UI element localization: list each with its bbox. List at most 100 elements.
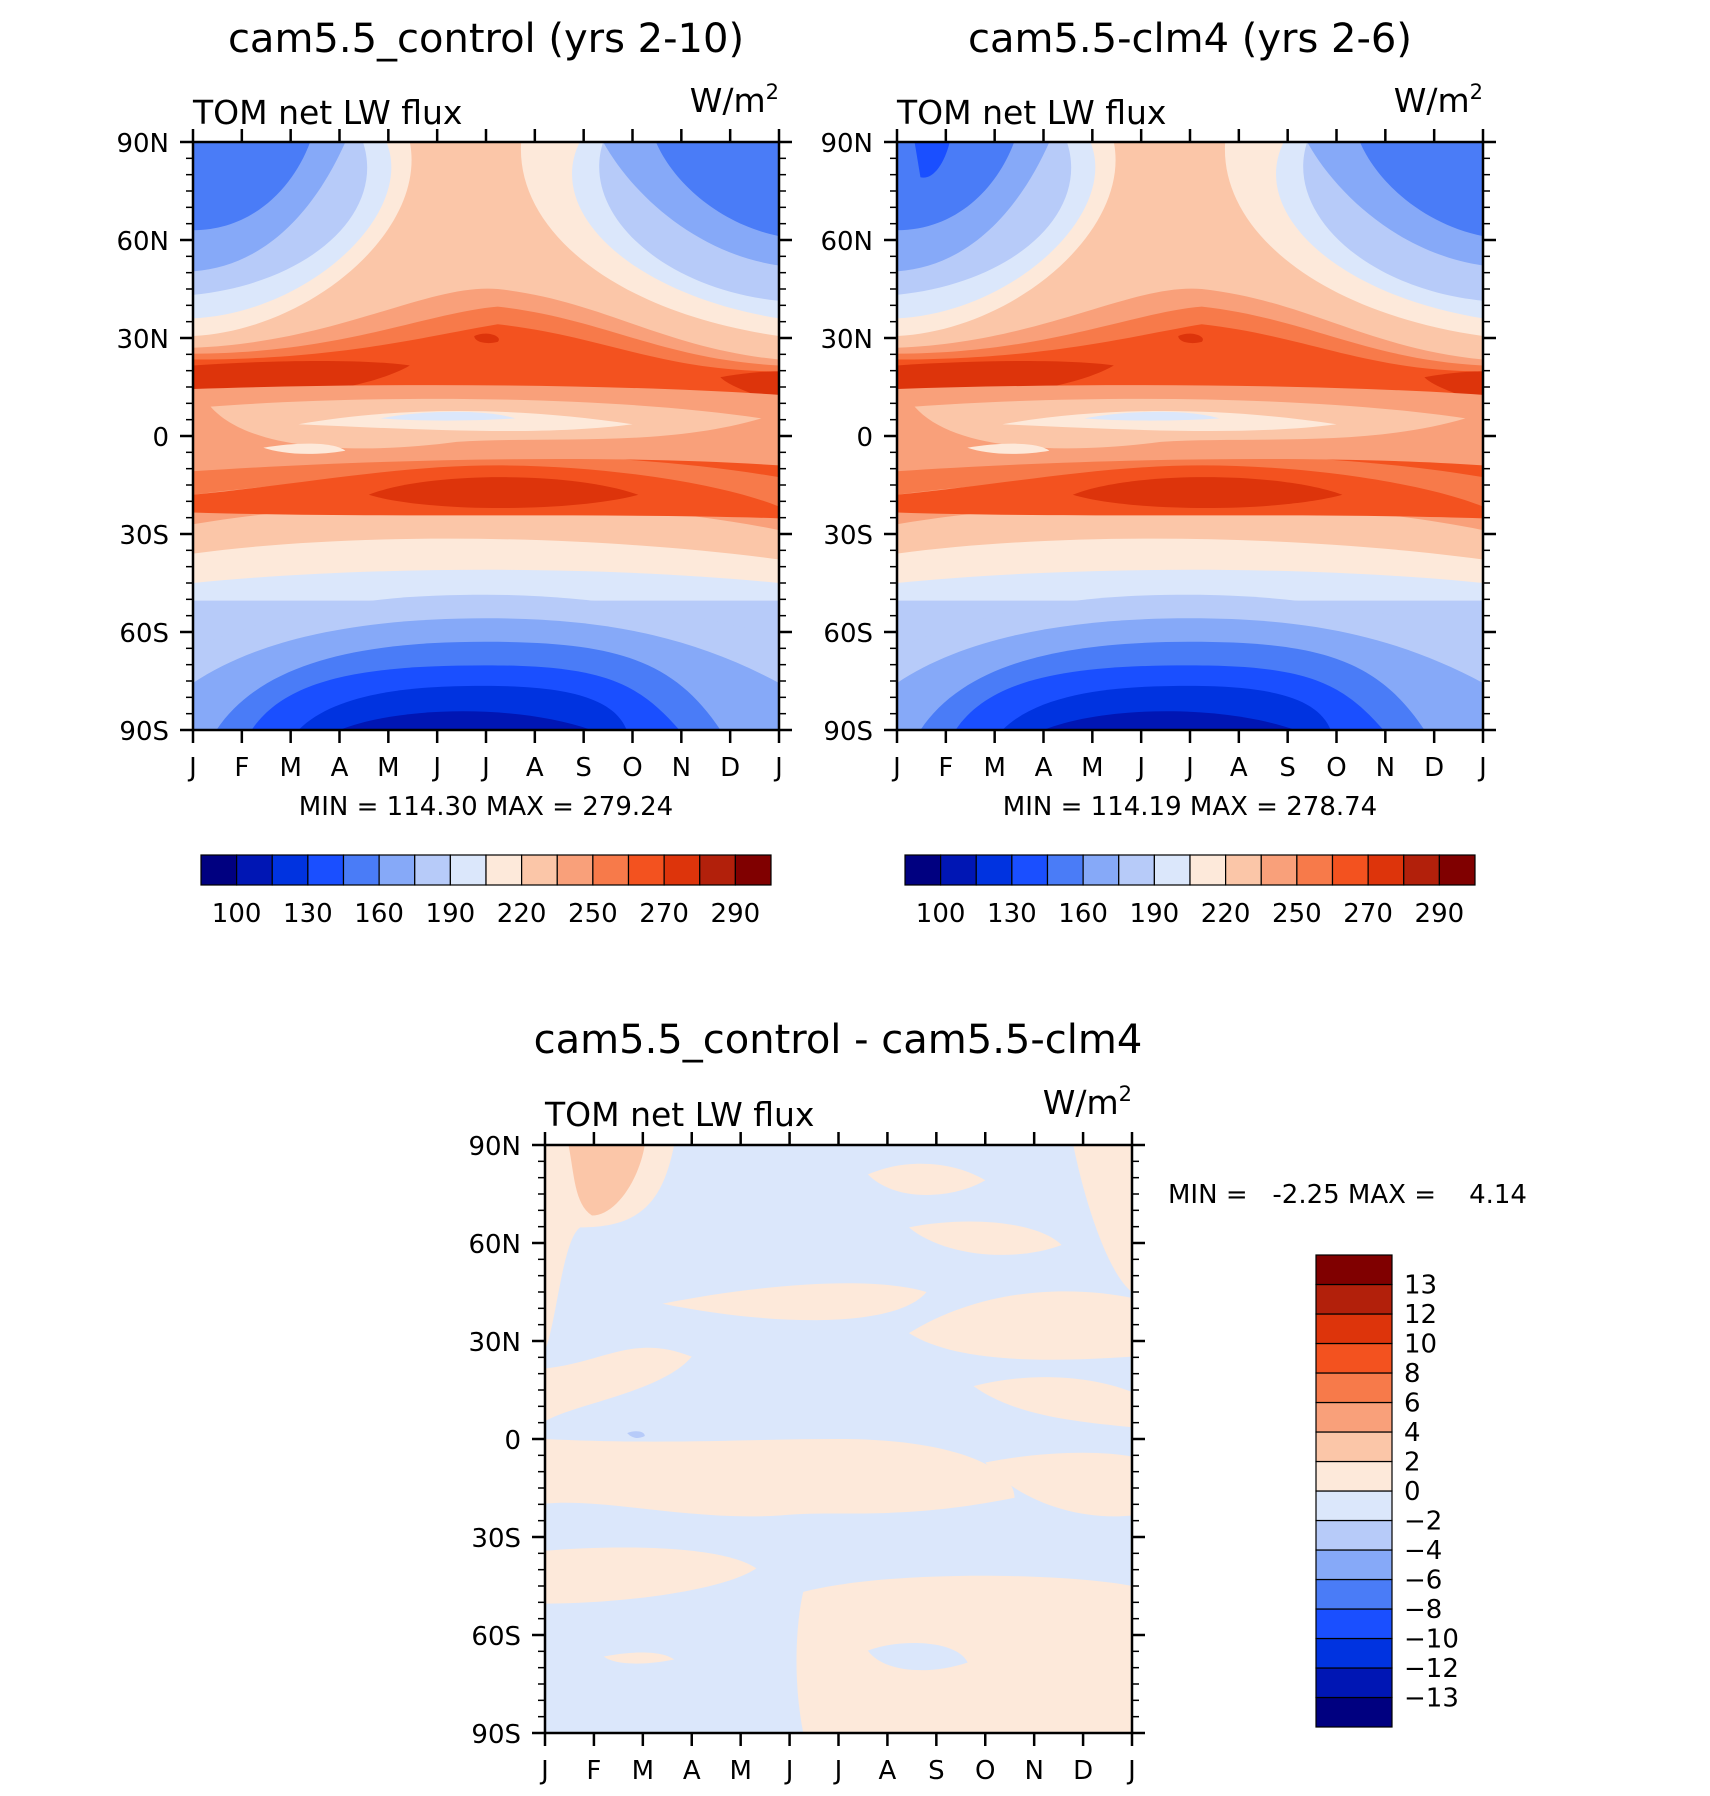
colorbar-swatch	[1315, 1254, 1393, 1286]
colorbar-swatch	[734, 854, 772, 886]
x-tick-label: A	[683, 1756, 701, 1786]
colorbar-swatch	[449, 854, 487, 886]
colorbar-swatch	[1260, 854, 1298, 886]
x-tick-label: M	[983, 753, 1005, 783]
colorbar-label: 220	[1201, 899, 1251, 929]
colorbar-label: 190	[426, 899, 476, 929]
band-205-eq	[380, 411, 516, 421]
band-115-s	[1043, 711, 1296, 730]
colorbar-swatch	[1315, 1667, 1393, 1699]
x-tick-label: J	[891, 753, 901, 783]
x-tick-label: A	[331, 753, 349, 783]
x-tick-label: S	[1279, 753, 1296, 783]
panel-control: cam5.5_control (yrs 2-10) TOM net LW flu…	[116, 16, 792, 929]
colorbar-swatch	[592, 854, 630, 886]
band-205-eq	[1084, 411, 1220, 421]
colorbar-swatch	[1296, 854, 1334, 886]
colorbar-swatch	[556, 854, 594, 886]
colorbar-swatch	[1438, 854, 1476, 886]
patch-pos-eq	[545, 1439, 1015, 1517]
colorbar-swatch	[1189, 854, 1227, 886]
patch-pos2-nw	[568, 1145, 645, 1216]
x-tick-label: D	[1424, 753, 1444, 783]
colorbar: 100 130 160 190 220 250 270 290	[904, 854, 1476, 929]
colorbar-label: 4	[1404, 1418, 1421, 1448]
colorbar-swatch	[1315, 1313, 1393, 1345]
colorbar-swatch	[975, 854, 1013, 886]
colorbar-swatch	[699, 854, 736, 886]
y-tick-label: 90N	[820, 129, 873, 159]
y-tick-label: 30S	[471, 1524, 521, 1554]
patch-pos-s1	[603, 1652, 675, 1664]
patch-pos-se	[796, 1575, 1132, 1733]
panel-title: cam5.5-clm4 (yrs 2-6)	[968, 16, 1412, 62]
colorbar-label: 6	[1404, 1389, 1421, 1419]
x-tick-label: O	[622, 753, 642, 783]
colorbar-label: 190	[1130, 899, 1180, 929]
y-tick-label: 60N	[116, 227, 169, 257]
colorbar-label: 12	[1404, 1300, 1437, 1330]
colorbar-label: 290	[711, 899, 761, 929]
panel-difference: cam5.5_control - cam5.5-clm4 TOM net LW …	[468, 1017, 1527, 1786]
colorbar-label: −6	[1404, 1566, 1442, 1596]
x-tick-label: J	[1135, 753, 1145, 783]
colorbar-swatch	[1315, 1342, 1393, 1374]
band-280-spot	[1178, 333, 1203, 344]
x-tick-label: J	[480, 753, 490, 783]
patch-neg-s1	[867, 1642, 968, 1671]
colorbar-swatch	[378, 854, 416, 886]
y-tick-label: 0	[504, 1426, 521, 1456]
y-tick-label: 30S	[823, 521, 873, 551]
colorbar-swatch	[663, 854, 701, 886]
min-max-label: MIN = -2.25 MAX = 4.14	[1168, 1180, 1527, 1210]
colorbar-label: 100	[212, 899, 262, 929]
colorbar-label: 10	[1404, 1330, 1437, 1360]
y-tick-label: 30N	[468, 1328, 521, 1358]
colorbar-swatch	[1315, 1549, 1393, 1581]
x-tick-label: M	[377, 753, 399, 783]
colorbar-label: 270	[1343, 899, 1393, 929]
x-tick-label: F	[586, 1756, 601, 1786]
x-tick-label: F	[938, 753, 953, 783]
x-tick-label: N	[1376, 753, 1395, 783]
colorbar-label: −8	[1404, 1595, 1442, 1625]
y-tick-label: 90S	[823, 717, 873, 747]
patch-pos-nw	[545, 1145, 675, 1351]
band-145-nw	[914, 142, 950, 178]
min-max-label: MIN = 114.30 MAX = 279.24	[299, 792, 673, 822]
contour-field	[897, 142, 1483, 730]
variable-label: TOM net LW flux	[544, 1095, 814, 1134]
variable-label: TOM net LW flux	[192, 93, 462, 132]
patch-pos-n3	[662, 1283, 927, 1321]
band-160-ne	[1359, 142, 1483, 237]
colorbar-swatch	[521, 854, 558, 886]
x-tick-label: J	[1477, 753, 1487, 783]
colorbar: 100 130 160 190 220 250 270 290	[200, 854, 772, 929]
y-tick-label: 30S	[119, 521, 169, 551]
colorbar-label: 100	[916, 899, 966, 929]
units-label: W/m2	[1043, 1082, 1132, 1122]
colorbar-label: 2	[1404, 1448, 1421, 1478]
x-tick-label: J	[539, 1756, 549, 1786]
contour-field	[545, 1145, 1132, 1733]
colorbar-label: 160	[354, 899, 404, 929]
band-220-eq-w	[263, 443, 346, 454]
patch-pos-n1	[867, 1163, 986, 1195]
colorbar-swatch	[1315, 1401, 1393, 1433]
colorbar-label: 250	[568, 899, 618, 929]
patch-pos-ne	[1073, 1145, 1132, 1292]
band-280-s	[1072, 477, 1343, 509]
colorbar-label: −13	[1404, 1684, 1459, 1714]
min-max-label: MIN = 114.19 MAX = 278.74	[1003, 792, 1377, 822]
x-tick-label: A	[879, 1756, 897, 1786]
colorbar-swatch	[1153, 854, 1191, 886]
y-tick-label: 90S	[119, 717, 169, 747]
y-tick-label: 30N	[820, 325, 873, 355]
x-tick-label: J	[187, 753, 197, 783]
colorbar-label: 130	[987, 899, 1037, 929]
colorbar-label: 8	[1404, 1359, 1421, 1389]
